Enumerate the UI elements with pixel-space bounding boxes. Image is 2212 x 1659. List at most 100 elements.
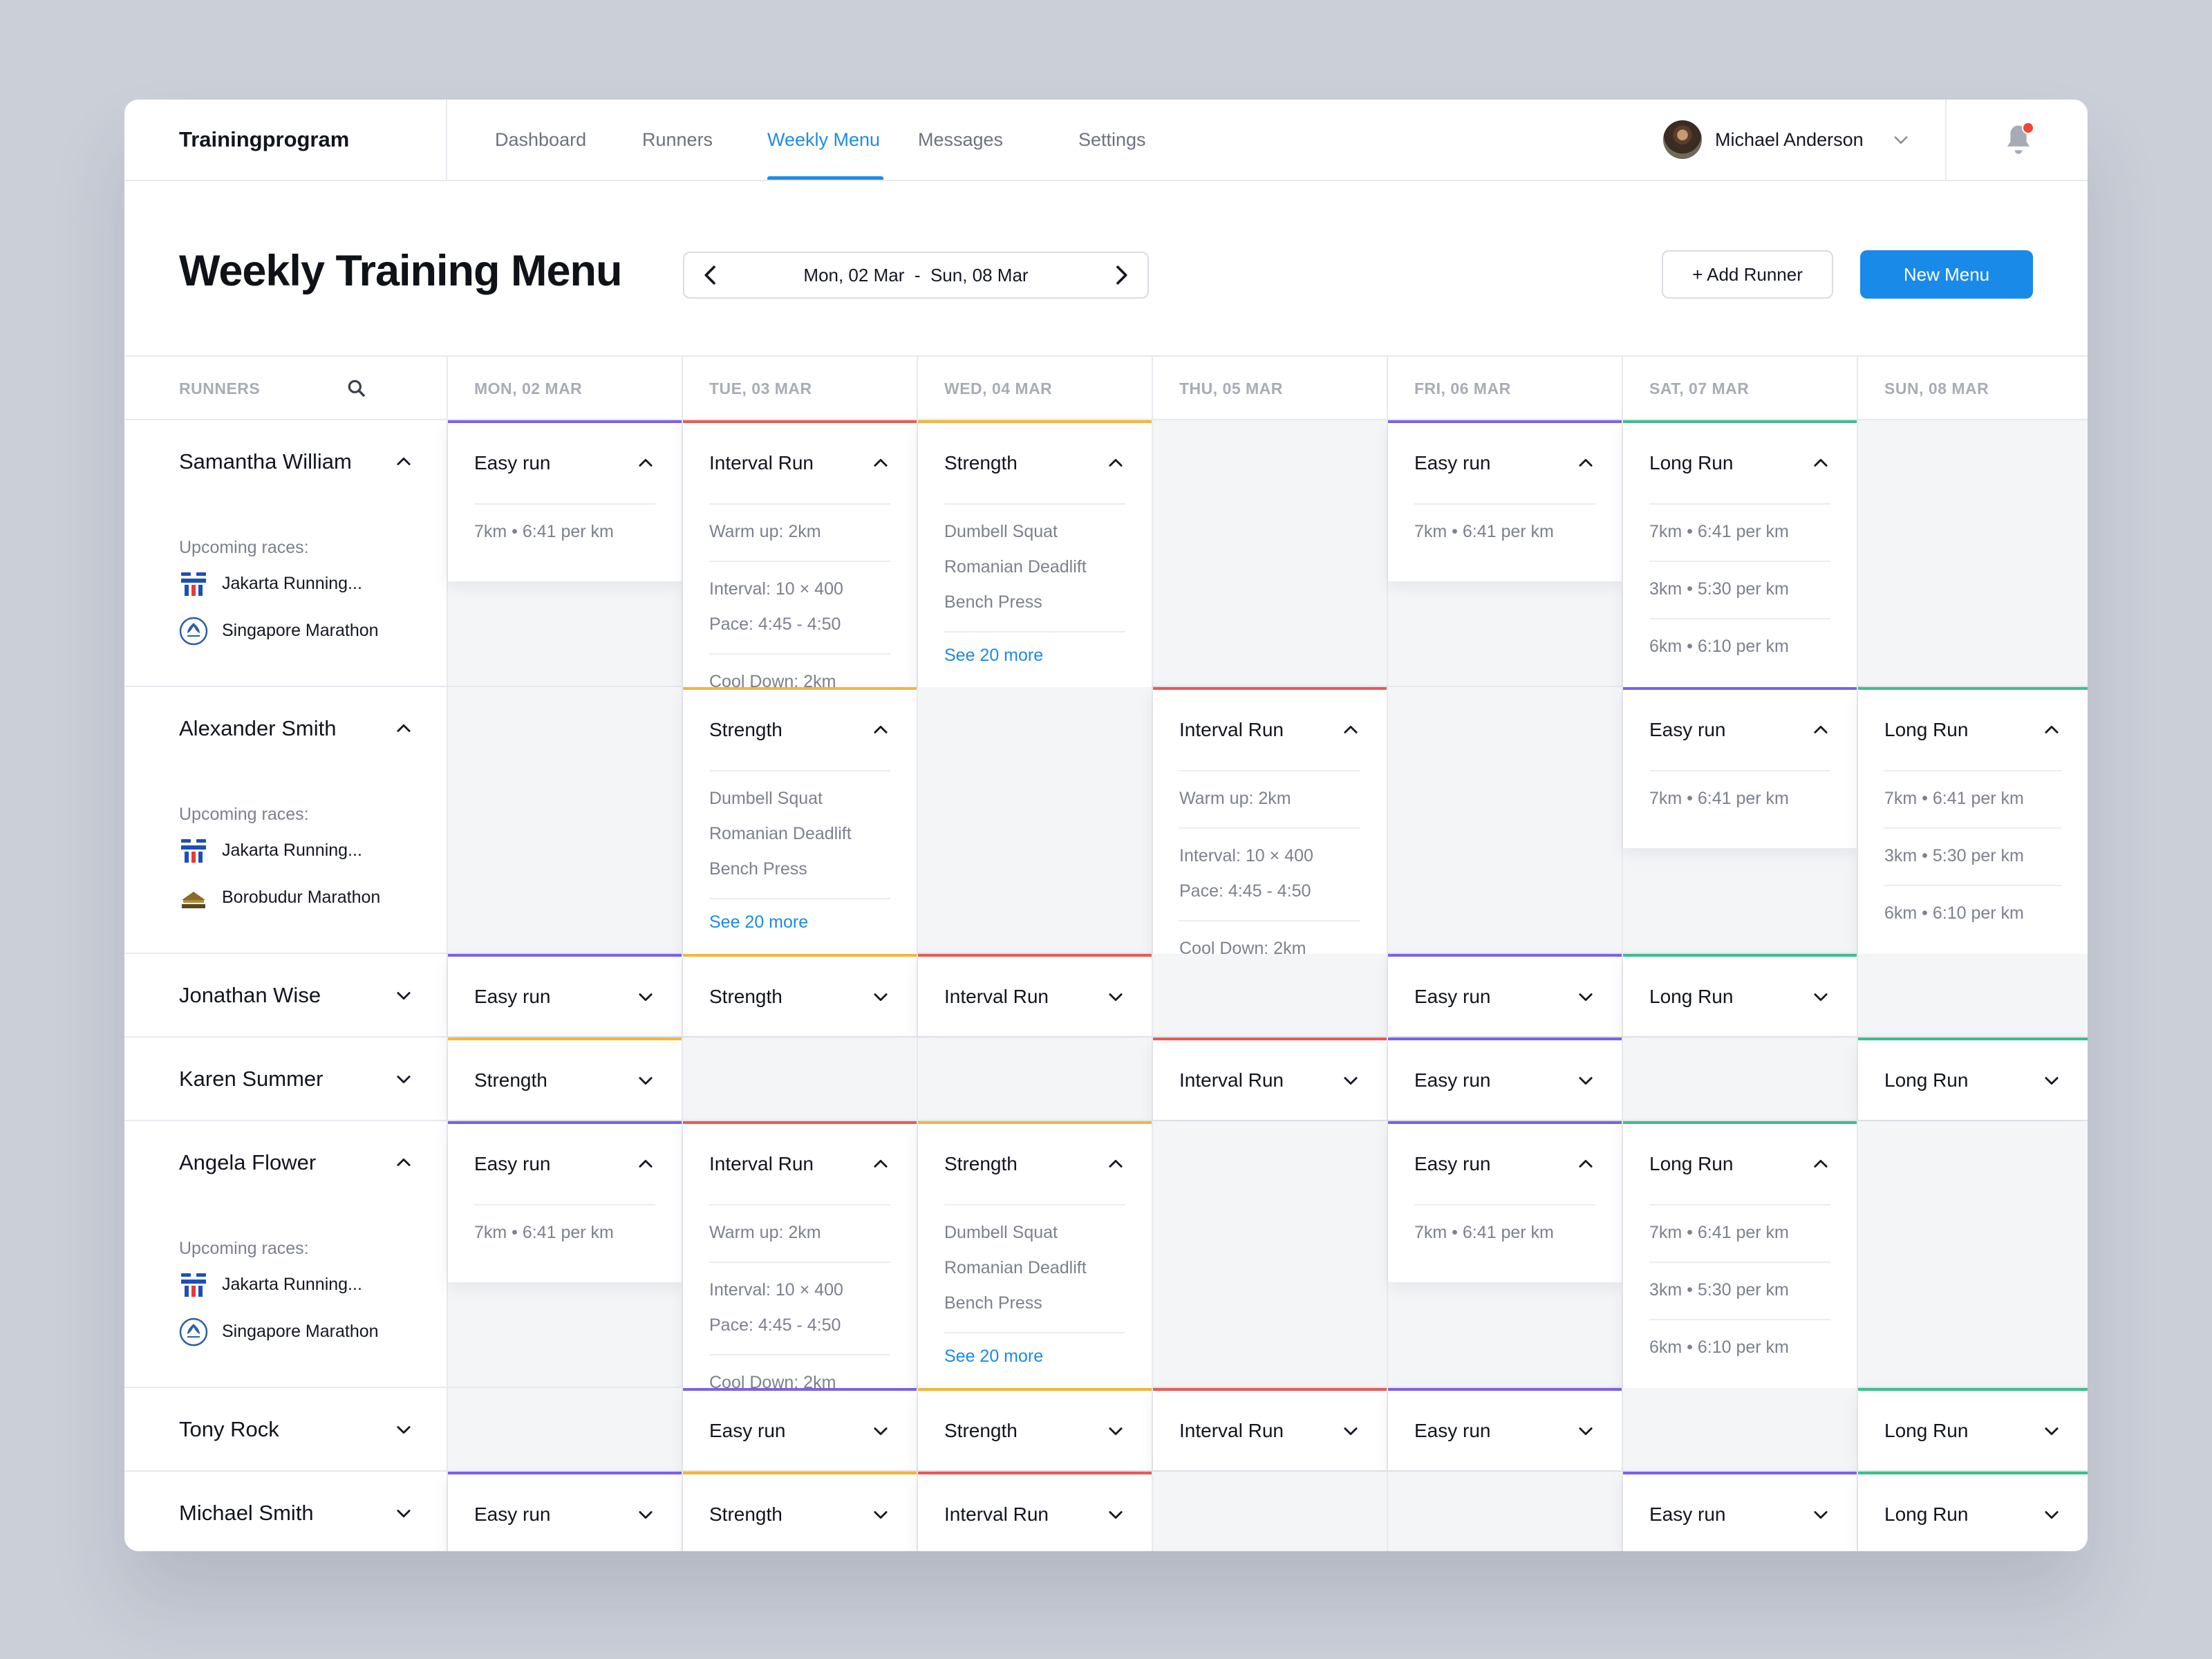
chevron-down-icon[interactable]: [394, 1069, 413, 1089]
chevron-up-icon[interactable]: [871, 1154, 890, 1174]
workout-card-strength[interactable]: Strength Dumbell Squat Romanian Deadlift B…: [683, 687, 917, 961]
workout-title[interactable]: Strength: [683, 957, 917, 1037]
workout-title[interactable]: Easy run: [1388, 1391, 1622, 1471]
nav-messages[interactable]: Messages: [918, 129, 1004, 150]
chevron-up-icon[interactable]: [1576, 1154, 1595, 1174]
workout-title[interactable]: Long Run: [1858, 1040, 2088, 1121]
chevron-up-icon[interactable]: [1341, 720, 1360, 740]
workout-card-interval-run[interactable]: Interval Run Warm up: 2km Interval: 10 × …: [1153, 687, 1387, 998]
workout-card-easy-run[interactable]: Easy run: [1388, 1038, 1622, 1120]
runner-name[interactable]: Tony Rock: [179, 1417, 279, 1441]
chevron-up-icon[interactable]: [2042, 720, 2061, 740]
workout-card-easy-run[interactable]: Easy run: [448, 1472, 682, 1551]
see-more-link[interactable]: See 20 more: [944, 646, 1044, 665]
workout-card-easy-run[interactable]: Easy run 7km • 6:41 per km: [1388, 420, 1622, 581]
chevron-down-icon[interactable]: [871, 1421, 890, 1441]
workout-title[interactable]: Easy run: [448, 1474, 682, 1551]
workout-card-easy-run[interactable]: Easy run: [1623, 1472, 1857, 1551]
date-range-picker[interactable]: Mon, 02 Mar - Sun, 08 Mar: [683, 252, 1149, 299]
workout-card-easy-run[interactable]: Easy run: [1388, 954, 1622, 1036]
workout-card-long-run[interactable]: Long Run 7km • 6:41 per km 3km • 5:30 per…: [1623, 420, 1857, 696]
chevron-up-icon[interactable]: [1811, 453, 1830, 473]
runner-name[interactable]: Samantha William: [179, 449, 352, 474]
workout-title[interactable]: Interval Run: [1153, 1391, 1387, 1471]
workout-card-long-run[interactable]: Long Run: [1858, 1038, 2088, 1120]
workout-card-strength[interactable]: Strength: [448, 1038, 682, 1120]
chevron-down-icon[interactable]: [1106, 1505, 1125, 1524]
workout-card-strength[interactable]: Strength Dumbell Squat Romanian Deadlift B…: [918, 420, 1152, 694]
workout-card-easy-run[interactable]: Easy run: [683, 1388, 917, 1470]
runner-name[interactable]: Alexander Smith: [179, 716, 337, 740]
chevron-down-icon[interactable]: [1576, 987, 1595, 1006]
chevron-down-icon[interactable]: [1811, 1505, 1830, 1524]
chevron-down-icon[interactable]: [1811, 987, 1830, 1006]
workout-card-interval-run[interactable]: Interval Run: [918, 954, 1152, 1036]
workout-title[interactable]: Easy run: [1388, 957, 1622, 1037]
workout-title[interactable]: Easy run: [1388, 1124, 1622, 1204]
workout-title[interactable]: Easy run: [448, 957, 682, 1037]
workout-card-long-run[interactable]: Long Run: [1858, 1388, 2088, 1470]
workout-title[interactable]: Interval Run: [683, 1124, 917, 1204]
chevron-up-icon[interactable]: [1811, 1154, 1830, 1174]
workout-title[interactable]: Strength: [683, 690, 917, 770]
workout-card-strength[interactable]: Strength: [683, 954, 917, 1036]
workout-title[interactable]: Easy run: [448, 423, 682, 503]
chevron-down-icon[interactable]: [394, 986, 413, 1005]
nav-runners[interactable]: Runners: [642, 129, 713, 150]
workout-card-easy-run[interactable]: Easy run: [1388, 1388, 1622, 1470]
workout-title[interactable]: Easy run: [448, 1124, 682, 1204]
runner-name[interactable]: Jonathan Wise: [179, 983, 321, 1007]
workout-title[interactable]: Strength: [918, 423, 1152, 503]
workout-title[interactable]: Easy run: [683, 1391, 917, 1471]
workout-title[interactable]: Interval Run: [918, 1474, 1152, 1551]
chevron-down-icon[interactable]: [636, 1505, 655, 1524]
workout-title[interactable]: Long Run: [1858, 690, 2088, 770]
workout-card-interval-run[interactable]: Interval Run: [1153, 1038, 1387, 1120]
workout-title[interactable]: Easy run: [1388, 423, 1622, 503]
workout-card-strength[interactable]: Strength: [683, 1472, 917, 1551]
chevron-up-icon[interactable]: [1576, 453, 1595, 473]
workout-card-long-run[interactable]: Long Run: [1623, 954, 1857, 1036]
chevron-down-icon[interactable]: [394, 1420, 413, 1439]
workout-title[interactable]: Interval Run: [683, 423, 917, 503]
workout-card-interval-run[interactable]: Interval Run Warm up: 2km Interval: 10 × …: [683, 420, 917, 731]
chevron-down-icon[interactable]: [871, 987, 890, 1006]
chevron-down-icon[interactable]: [1891, 130, 1911, 149]
chevron-down-icon[interactable]: [394, 1503, 413, 1523]
workout-card-interval-run[interactable]: Interval Run: [918, 1472, 1152, 1551]
workout-title[interactable]: Interval Run: [1153, 690, 1387, 770]
see-more-link[interactable]: See 20 more: [944, 1347, 1044, 1366]
workout-card-easy-run[interactable]: Easy run 7km • 6:41 per km: [448, 1121, 682, 1282]
chevron-down-icon[interactable]: [636, 1071, 655, 1090]
workout-title[interactable]: Long Run: [1858, 1391, 2088, 1471]
workout-card-long-run[interactable]: Long Run 7km • 6:41 per km 3km • 5:30 per…: [1858, 687, 2088, 963]
workout-title[interactable]: Long Run: [1623, 423, 1857, 503]
chevron-down-icon[interactable]: [636, 987, 655, 1006]
workout-title[interactable]: Long Run: [1623, 1124, 1857, 1204]
workout-card-strength[interactable]: Strength Dumbell Squat Romanian Deadlift B…: [918, 1121, 1152, 1395]
chevron-down-icon[interactable]: [1576, 1421, 1595, 1441]
chevron-down-icon[interactable]: [1576, 1071, 1595, 1090]
workout-title[interactable]: Strength: [683, 1474, 917, 1551]
workout-title[interactable]: Strength: [918, 1391, 1152, 1471]
workout-title[interactable]: Strength: [448, 1040, 682, 1121]
chevron-down-icon[interactable]: [1106, 1421, 1125, 1441]
chevron-up-icon[interactable]: [1106, 1154, 1125, 1174]
chevron-up-icon[interactable]: [394, 1153, 413, 1172]
chevron-up-icon[interactable]: [394, 719, 413, 738]
runner-name[interactable]: Karen Summer: [179, 1067, 324, 1091]
chevron-down-icon[interactable]: [1341, 1071, 1360, 1090]
chevron-up-icon[interactable]: [636, 453, 655, 473]
chevron-up-icon[interactable]: [871, 720, 890, 740]
chevron-left-icon[interactable]: [697, 261, 724, 289]
workout-title[interactable]: Easy run: [1388, 1040, 1622, 1121]
chevron-down-icon[interactable]: [1341, 1421, 1360, 1441]
see-more-link[interactable]: See 20 more: [709, 912, 809, 932]
workout-title[interactable]: Interval Run: [1153, 1040, 1387, 1121]
workout-title[interactable]: Strength: [918, 1124, 1152, 1204]
chevron-down-icon[interactable]: [2042, 1505, 2061, 1524]
chevron-down-icon[interactable]: [2042, 1071, 2061, 1090]
workout-card-easy-run[interactable]: Easy run 7km • 6:41 per km: [1388, 1121, 1622, 1282]
workout-card-interval-run[interactable]: Interval Run Warm up: 2km Interval: 10 × …: [683, 1121, 917, 1432]
workout-card-easy-run[interactable]: Easy run 7km • 6:41 per km: [1623, 687, 1857, 848]
